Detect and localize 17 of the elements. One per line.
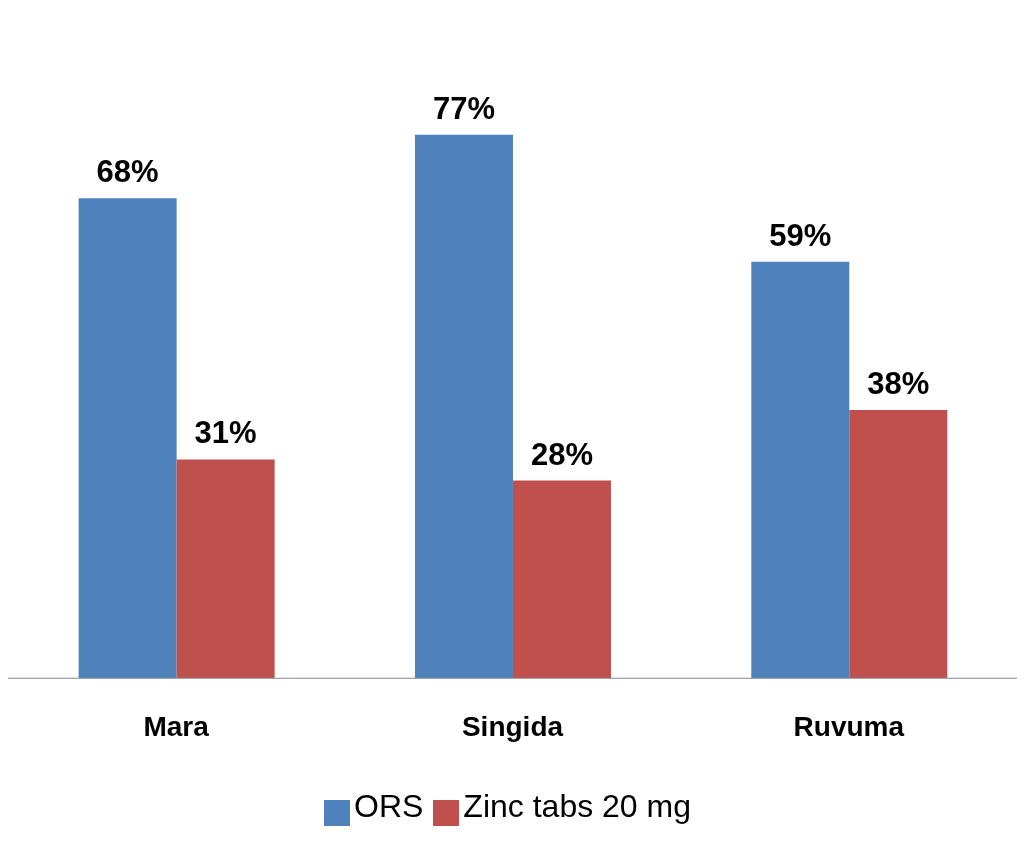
data-label: 28% [530, 436, 593, 472]
x-tick-label: Singida [461, 711, 564, 743]
x-tick-label: Ruvuma [793, 711, 905, 743]
data-label: 31% [194, 415, 257, 451]
x-tick-label: Mara [143, 711, 210, 743]
bar [78, 198, 177, 679]
legend-label: ORS [354, 788, 424, 825]
data-label: 68% [96, 154, 159, 190]
bar [751, 261, 850, 679]
data-label: 77% [432, 90, 495, 126]
bar [512, 480, 611, 679]
data-label: 59% [769, 217, 832, 253]
bar [414, 134, 513, 679]
bar [176, 459, 275, 679]
legend-label: Zinc tabs 20 mg [463, 788, 691, 825]
data-label: 38% [867, 365, 930, 401]
bar [849, 409, 948, 679]
